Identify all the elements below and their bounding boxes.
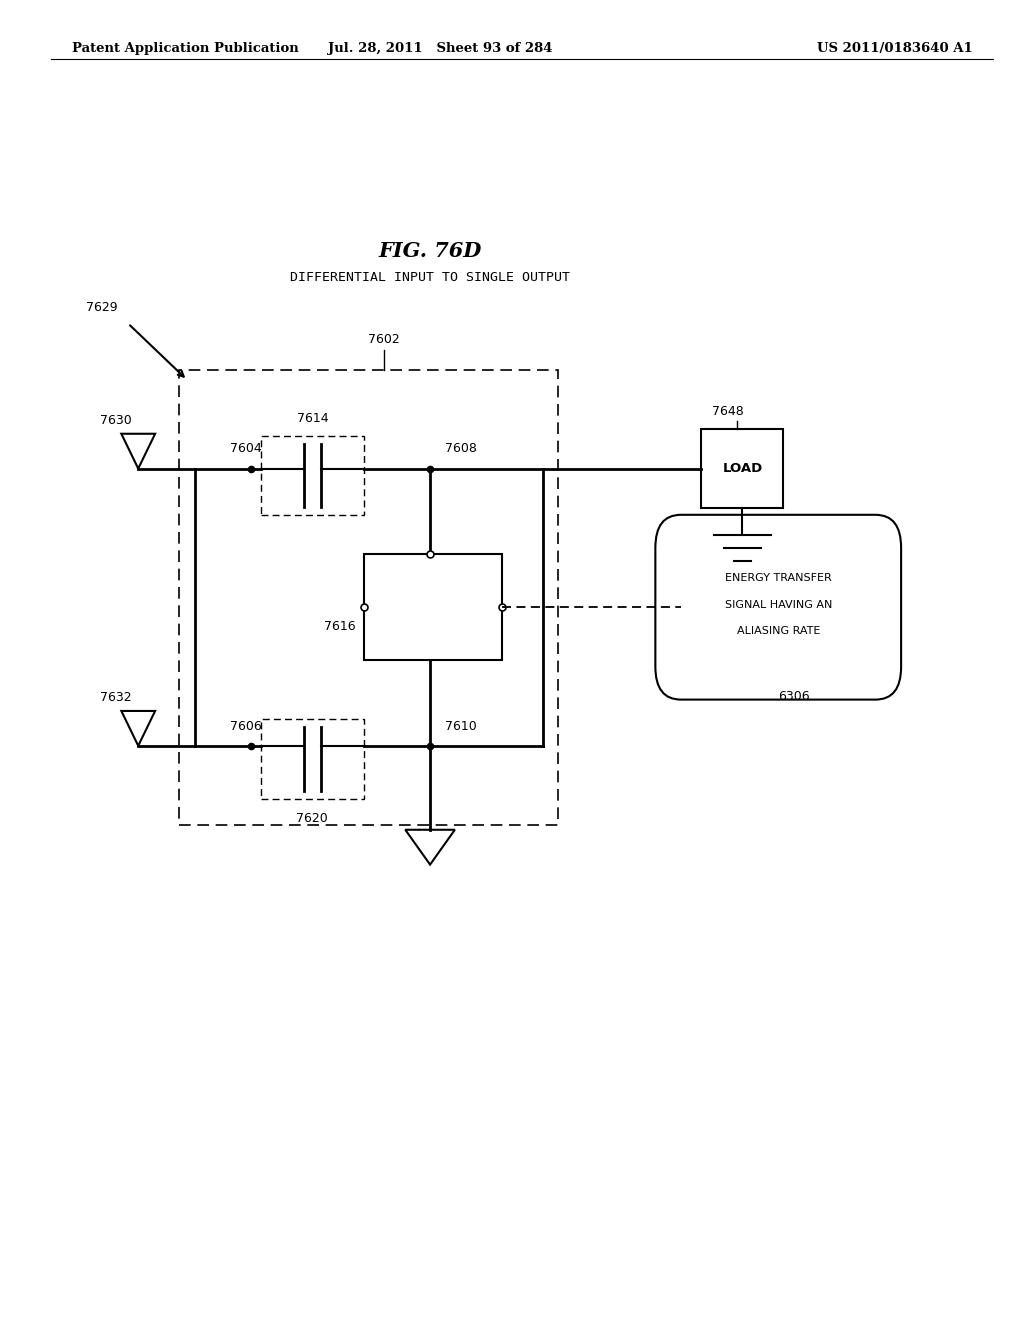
Text: 7616: 7616 [324,620,355,634]
Text: 7629: 7629 [86,301,118,314]
Text: 6306: 6306 [778,690,809,704]
Text: 7606: 7606 [229,719,262,733]
Text: 7602: 7602 [368,333,400,346]
FancyBboxPatch shape [701,429,783,508]
Text: LOAD: LOAD [722,462,763,475]
Text: US 2011/0183640 A1: US 2011/0183640 A1 [817,42,973,55]
Text: 7630: 7630 [99,414,131,428]
Text: 7604: 7604 [229,442,262,455]
Text: ALIASING RATE: ALIASING RATE [736,626,820,636]
Text: SIGNAL HAVING AN: SIGNAL HAVING AN [725,599,831,610]
Text: DIFFERENTIAL INPUT TO SINGLE OUTPUT: DIFFERENTIAL INPUT TO SINGLE OUTPUT [290,271,570,284]
Text: 7614: 7614 [297,412,328,425]
Text: 7648: 7648 [712,405,743,418]
FancyBboxPatch shape [655,515,901,700]
Text: 7632: 7632 [100,692,131,705]
Text: 7608: 7608 [445,442,477,455]
Text: 7620: 7620 [296,812,329,825]
Text: Jul. 28, 2011   Sheet 93 of 284: Jul. 28, 2011 Sheet 93 of 284 [328,42,553,55]
Text: 7610: 7610 [445,719,477,733]
Text: FIG. 76D: FIG. 76D [379,240,481,261]
Text: ENERGY TRANSFER: ENERGY TRANSFER [725,573,831,583]
Text: Patent Application Publication: Patent Application Publication [72,42,298,55]
